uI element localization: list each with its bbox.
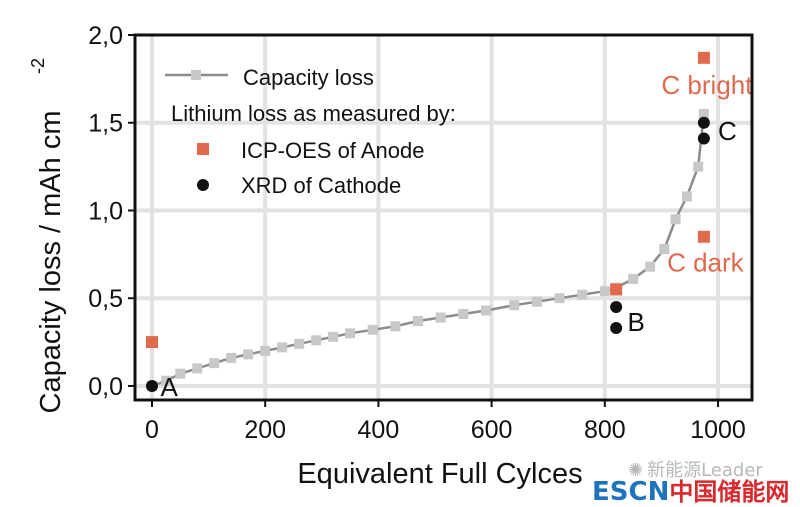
icp-oes-point [697, 230, 710, 243]
capacity-loss-point [599, 286, 610, 297]
escn-watermark: ESCN中国储能网 [592, 472, 789, 507]
icp-oes-point [145, 336, 158, 349]
x-axis-label: Equivalent Full Cylces [297, 458, 582, 490]
y-tick-label: 2,0 [88, 22, 123, 50]
axis-ticks: 0 200 400 600 800 1000 0,0 0,5 1,0 1,5 2,0 [88, 22, 746, 444]
capacity-loss-point [645, 261, 656, 272]
icp-oes-point [610, 283, 623, 296]
y-axis-label: Capacity loss / mAh cm [35, 111, 67, 414]
xrd-point [610, 322, 623, 335]
capacity-loss-point [311, 335, 322, 346]
x-tick-label: 600 [471, 416, 513, 444]
capacity-loss-point [277, 342, 288, 353]
legend-icp-marker [197, 143, 209, 155]
capacity-loss-point [192, 363, 203, 374]
capacity-loss-point [390, 321, 401, 332]
annotation-a: A [160, 372, 178, 402]
capacity-loss-point [531, 296, 542, 307]
capacity-loss-point [345, 328, 356, 339]
capacity-loss-point [175, 368, 186, 379]
legend-heading: Lithium loss as measured by: [171, 101, 456, 126]
capacity-loss-point [243, 349, 254, 360]
annotations: A B C C bright C dark [160, 70, 753, 402]
x-tick-label: 0 [145, 416, 159, 444]
capacity-loss-point [209, 358, 220, 369]
legend-xrd-label: XRD of Cathode [241, 173, 401, 198]
y-tick-label: 1,5 [88, 110, 123, 138]
capacity-loss-point [161, 375, 172, 386]
legend-xrd-marker [197, 179, 209, 191]
xrd-point [697, 116, 710, 129]
legend-capacity-marker [191, 70, 201, 80]
capacity-loss-point [294, 338, 305, 349]
capacity-loss-point [693, 161, 704, 172]
capacity-loss-point [577, 289, 588, 300]
capacity-loss-line [151, 113, 706, 388]
escn-site-name: 中国储能网 [669, 478, 790, 506]
grid [135, 35, 752, 400]
capacity-loss-point [435, 312, 446, 323]
capacity-loss-point [509, 300, 520, 311]
y-axis-label-superscript: -2 [28, 58, 48, 74]
wechat-watermark-text: 新能源Leader [647, 460, 763, 481]
capacity-loss-point [328, 331, 339, 342]
capacity-loss-point [681, 191, 692, 202]
x-tick-label: 200 [244, 416, 286, 444]
annotation-b: B [627, 307, 644, 337]
capacity-loss-point [367, 324, 378, 335]
capacity-loss-point [226, 352, 237, 363]
capacity-loss-point [260, 345, 271, 356]
icp-oes-point [697, 51, 710, 64]
legend-icp-label: ICP-OES of Anode [241, 138, 424, 163]
xrd-point [697, 132, 710, 145]
capacity-loss-point [458, 309, 469, 320]
annotation-c: C [718, 116, 737, 146]
x-tick-label: 1000 [690, 416, 746, 444]
capacity-loss-point [480, 305, 491, 316]
x-tick-label: 400 [358, 416, 400, 444]
y-tick-label: 1,0 [88, 197, 123, 225]
capacity-loss-point [628, 273, 639, 284]
legend-capacity-label: Capacity loss [243, 65, 374, 90]
wechat-icon: ✺ [628, 460, 644, 481]
capacity-loss-point [698, 108, 709, 119]
series-markers [145, 51, 710, 392]
legend: Capacity loss Lithium loss as measured by… [165, 65, 456, 198]
series-lines [151, 113, 706, 388]
capacity-loss-point [413, 316, 424, 327]
plot-frame [133, 33, 754, 402]
annotation-c-bright: C bright [661, 70, 753, 100]
xrd-point [610, 300, 623, 313]
x-tick-label: 800 [584, 416, 626, 444]
escn-logo-text: ESCN [592, 477, 670, 507]
capacity-loss-point [670, 214, 681, 225]
y-tick-label: 0,0 [88, 373, 123, 401]
y-tick-label: 0,5 [88, 285, 123, 313]
capacity-loss-point [554, 293, 565, 304]
annotation-c-dark: C dark [667, 247, 745, 277]
wechat-watermark: ✺ 新能源Leader [628, 456, 763, 482]
capacity-loss-point [659, 244, 670, 255]
xrd-point [145, 379, 158, 392]
